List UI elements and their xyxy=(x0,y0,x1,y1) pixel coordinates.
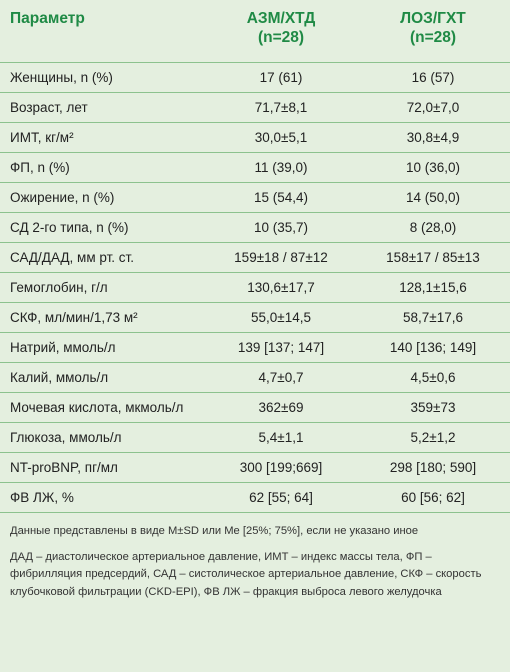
row-value-loz-ght: 359±73 xyxy=(410,400,456,415)
header-group-loz-ght: ЛОЗ/ГХТ (n=28) xyxy=(400,10,466,46)
table-row: СКФ, мл/мин/1,73 м² 55,0±14,5 58,7±17,6 xyxy=(0,303,510,333)
row-value-loz-ght: 58,7±17,6 xyxy=(403,310,463,325)
row-parameter: САД/ДАД, мм рт. ст. xyxy=(10,250,134,265)
note-data-format: Данные представлены в виде M±SD или Me [… xyxy=(10,525,419,537)
row-value-azm-htd: 15 (54,4) xyxy=(253,190,309,205)
table-row: САД/ДАД, мм рт. ст. 159±18 / 87±12 158±17 … xyxy=(0,243,510,273)
row-parameter: Глюкоза, ммоль/л xyxy=(10,430,122,445)
table-notes: Данные представлены в виде M±SD или Me [… xyxy=(0,513,510,601)
table-row: Мочевая кислота, мкмоль/л 362±69 359±73 xyxy=(0,393,510,423)
row-value-azm-htd: 4,7±0,7 xyxy=(258,370,304,385)
row-value-loz-ght: 5,2±1,2 xyxy=(410,430,456,445)
table-row: Женщины, n (%) 17 (61) 16 (57) xyxy=(0,63,510,93)
row-value-loz-ght: 158±17 / 85±13 xyxy=(386,250,480,265)
table-row: NT-proBNP, пг/мл 300 [199;669] 298 [180; 5… xyxy=(0,453,510,483)
row-value-azm-htd: 55,0±14,5 xyxy=(251,310,311,325)
row-value-loz-ght: 128,1±15,6 xyxy=(399,280,467,295)
header-parameter: Параметр xyxy=(10,10,85,27)
header-group-azm-htd: АЗМ/ХТД (n=28) xyxy=(246,10,316,46)
row-value-loz-ght: 60 [56; 62] xyxy=(401,490,465,505)
row-value-azm-htd: 11 (39,0) xyxy=(254,160,308,175)
table-row: ФВ ЛЖ, % 62 [55; 64] 60 [56; 62] xyxy=(0,483,510,513)
table-body: Женщины, n (%) 17 (61) 16 (57) Возраст, лет… xyxy=(0,63,510,513)
row-value-azm-htd: 300 [199;669] xyxy=(239,460,323,475)
row-value-azm-htd: 139 [137; 147] xyxy=(237,340,325,355)
table-row: Калий, ммоль/л 4,7±0,7 4,5±0,6 xyxy=(0,363,510,393)
row-parameter: Женщины, n (%) xyxy=(10,70,113,85)
row-value-loz-ght: 4,5±0,6 xyxy=(410,370,456,385)
row-value-azm-htd: 362±69 xyxy=(258,400,304,415)
note-abbreviations: ДАД – диастолическое артериальное давлен… xyxy=(10,550,482,598)
row-value-azm-htd: 10 (35,7) xyxy=(253,220,309,235)
row-value-azm-htd: 71,7±8,1 xyxy=(254,100,308,115)
row-value-azm-htd: 30,0±5,1 xyxy=(254,130,308,145)
row-parameter: ФВ ЛЖ, % xyxy=(10,490,74,505)
row-parameter: Калий, ммоль/л xyxy=(10,370,109,385)
row-value-azm-htd: 62 [55; 64] xyxy=(249,490,313,505)
row-value-loz-ght: 72,0±7,0 xyxy=(406,100,460,115)
row-value-loz-ght: 298 [180; 590] xyxy=(389,460,477,475)
row-parameter: Гемоглобин, г/л xyxy=(10,280,108,295)
table-row: Натрий, ммоль/л 139 [137; 147] 140 [136; 1… xyxy=(0,333,510,363)
row-parameter: СД 2-го типа, n (%) xyxy=(10,220,129,235)
row-parameter: СКФ, мл/мин/1,73 м² xyxy=(10,310,138,325)
row-value-azm-htd: 130,6±17,7 xyxy=(247,280,315,295)
row-value-loz-ght: 140 [136; 149] xyxy=(389,340,477,355)
row-value-azm-htd: 5,4±1,1 xyxy=(258,430,304,445)
table-row: СД 2-го типа, n (%) 10 (35,7) 8 (28,0) xyxy=(0,213,510,243)
row-value-loz-ght: 10 (36,0) xyxy=(405,160,461,175)
row-value-azm-htd: 17 (61) xyxy=(259,70,303,85)
table-row: ФП, n (%) 11 (39,0) 10 (36,0) xyxy=(0,153,510,183)
row-parameter: Натрий, ммоль/л xyxy=(10,340,116,355)
row-value-azm-htd: 159±18 / 87±12 xyxy=(234,250,328,265)
table-header: Параметр АЗМ/ХТД (n=28) ЛОЗ/ГХТ (n=28) xyxy=(0,0,510,63)
row-parameter: Мочевая кислота, мкмоль/л xyxy=(10,400,184,415)
row-value-loz-ght: 8 (28,0) xyxy=(409,220,457,235)
table-row: Глюкоза, ммоль/л 5,4±1,1 5,2±1,2 xyxy=(0,423,510,453)
row-parameter: Ожирение, n (%) xyxy=(10,190,115,205)
row-parameter: ФП, n (%) xyxy=(10,160,70,175)
table-row: ИМТ, кг/м² 30,0±5,1 30,8±4,9 xyxy=(0,123,510,153)
row-value-loz-ght: 14 (50,0) xyxy=(405,190,461,205)
table-row: Возраст, лет 71,7±8,1 72,0±7,0 xyxy=(0,93,510,123)
table-row: Гемоглобин, г/л 130,6±17,7 128,1±15,6 xyxy=(0,273,510,303)
row-parameter: Возраст, лет xyxy=(10,100,88,115)
row-value-loz-ght: 16 (57) xyxy=(411,70,455,85)
table-row: Ожирение, n (%) 15 (54,4) 14 (50,0) xyxy=(0,183,510,213)
row-parameter: ИМТ, кг/м² xyxy=(10,130,74,145)
row-parameter: NT-proBNP, пг/мл xyxy=(10,460,118,475)
row-value-loz-ght: 30,8±4,9 xyxy=(406,130,460,145)
